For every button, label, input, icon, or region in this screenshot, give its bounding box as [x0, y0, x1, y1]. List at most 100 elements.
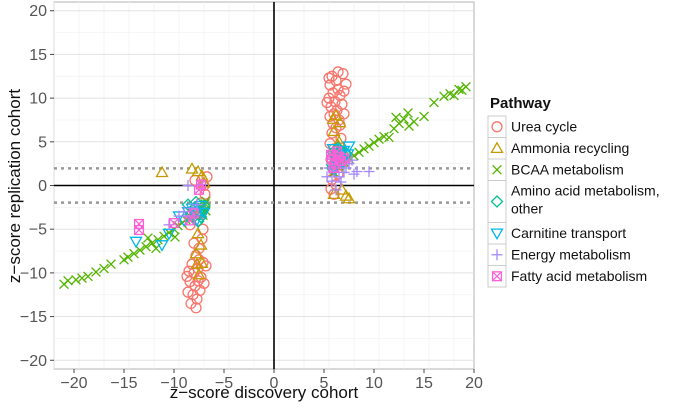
- legend-item: Carnitine transport: [487, 222, 626, 245]
- data-point: [374, 134, 384, 145]
- data-point: [323, 72, 335, 84]
- legend-key-symbol: [491, 249, 503, 261]
- data-point: [321, 96, 333, 109]
- data-point: [155, 165, 169, 178]
- data-point: [191, 226, 205, 239]
- data-point: [364, 141, 374, 152]
- x-tick-label: −10: [160, 375, 187, 392]
- data-point: [403, 108, 413, 118]
- data-point: [332, 66, 344, 78]
- data-point: [143, 233, 153, 243]
- data-point: [91, 267, 101, 277]
- data-point: [369, 137, 379, 148]
- data-point: [439, 91, 449, 102]
- data-point: [337, 68, 349, 80]
- y-tick-label: −15: [20, 309, 47, 326]
- legend-key-symbol: [490, 141, 504, 154]
- y-tick-label: 20: [29, 3, 47, 20]
- data-point: [129, 236, 143, 249]
- y-axis-title: z−score replication cohort: [5, 89, 24, 283]
- data-point: [348, 168, 360, 180]
- data-point: [342, 141, 356, 153]
- data-point: [106, 259, 116, 270]
- data-point: [99, 263, 109, 274]
- reference-lines: [54, 2, 474, 369]
- data-point: [63, 275, 73, 286]
- data-point: [338, 166, 350, 178]
- legend-label: Carnitine transport: [511, 225, 626, 241]
- data-point: [340, 78, 352, 90]
- legend: Pathway Urea cycle Ammonia recycling BCAA …: [487, 95, 660, 288]
- data-point: [338, 108, 350, 120]
- legend-key-box: [487, 115, 507, 138]
- data-point: [183, 265, 195, 277]
- data-point: [330, 184, 342, 196]
- x-tick-label: 10: [365, 375, 383, 392]
- legend-item: Fatty acid metabolism: [487, 265, 647, 288]
- legend-key-symbol: [491, 121, 503, 133]
- data-point: [147, 238, 157, 249]
- data-point: [185, 162, 199, 174]
- y-tick-label: 0: [38, 178, 47, 195]
- data-point: [321, 171, 333, 183]
- x-tick-label: 15: [415, 375, 433, 392]
- legend-key-symbol: [490, 195, 504, 208]
- y-axis-ticks: −20 −15 −10 −5 0 5 10 15 20: [20, 3, 54, 370]
- legend-label: Urea cycle: [511, 119, 577, 135]
- data-point: [191, 199, 203, 211]
- data-point: [354, 147, 364, 158]
- series-7: [133, 146, 350, 236]
- y-tick-label: −10: [20, 265, 47, 282]
- x-tick-label: 0: [270, 375, 279, 392]
- x-tick-label: −5: [215, 375, 233, 392]
- data-point: [195, 179, 207, 190]
- x-axis-title: z−score discovery cohort: [170, 383, 359, 402]
- data-point: [181, 270, 193, 282]
- legend-item: Urea cycle: [487, 115, 577, 138]
- data-point: [77, 273, 87, 283]
- x-tick-label: −20: [60, 375, 87, 392]
- data-points: [59, 66, 471, 314]
- data-point: [359, 143, 369, 154]
- data-point: [338, 153, 350, 164]
- data-point: [399, 114, 409, 124]
- data-point: [190, 302, 202, 314]
- data-point: [155, 240, 169, 252]
- data-point: [182, 180, 194, 191]
- legend-key-symbol: [491, 271, 503, 282]
- legend-label: Fatty acid metabolism: [511, 268, 647, 284]
- data-point: [192, 275, 204, 287]
- legend-item: Amino acid metabolism, other: [487, 180, 660, 223]
- data-point: [335, 183, 349, 195]
- data-point: [135, 245, 145, 256]
- data-point: [192, 267, 206, 280]
- data-point: [123, 252, 133, 263]
- data-point: [141, 241, 151, 252]
- legend-item: Ammonia recycling: [487, 137, 629, 160]
- data-point: [189, 246, 203, 259]
- data-point: [129, 248, 139, 259]
- data-point: [194, 238, 208, 250]
- data-point: [461, 81, 471, 92]
- x-tick-label: 20: [465, 375, 483, 392]
- legend-key-box: [487, 222, 507, 245]
- data-point: [384, 132, 394, 143]
- y-tick-label: 10: [29, 91, 47, 108]
- data-point: [188, 208, 200, 219]
- data-point: [363, 166, 375, 178]
- data-point: [325, 149, 337, 160]
- legend-key-symbol: [490, 228, 504, 241]
- x-tick-label: 5: [320, 375, 329, 392]
- legend-label: BCAA metabolism: [511, 162, 624, 178]
- y-tick-label: 15: [29, 47, 47, 64]
- legend-label: Amino acid metabolism,: [511, 183, 660, 199]
- data-point: [338, 85, 350, 97]
- data-point: [449, 90, 459, 101]
- data-point: [351, 166, 363, 178]
- legend-title: Pathway: [490, 95, 552, 112]
- y-tick-label: 5: [38, 134, 47, 151]
- data-point: [326, 175, 338, 187]
- data-point: [197, 207, 211, 220]
- data-point: [83, 271, 93, 282]
